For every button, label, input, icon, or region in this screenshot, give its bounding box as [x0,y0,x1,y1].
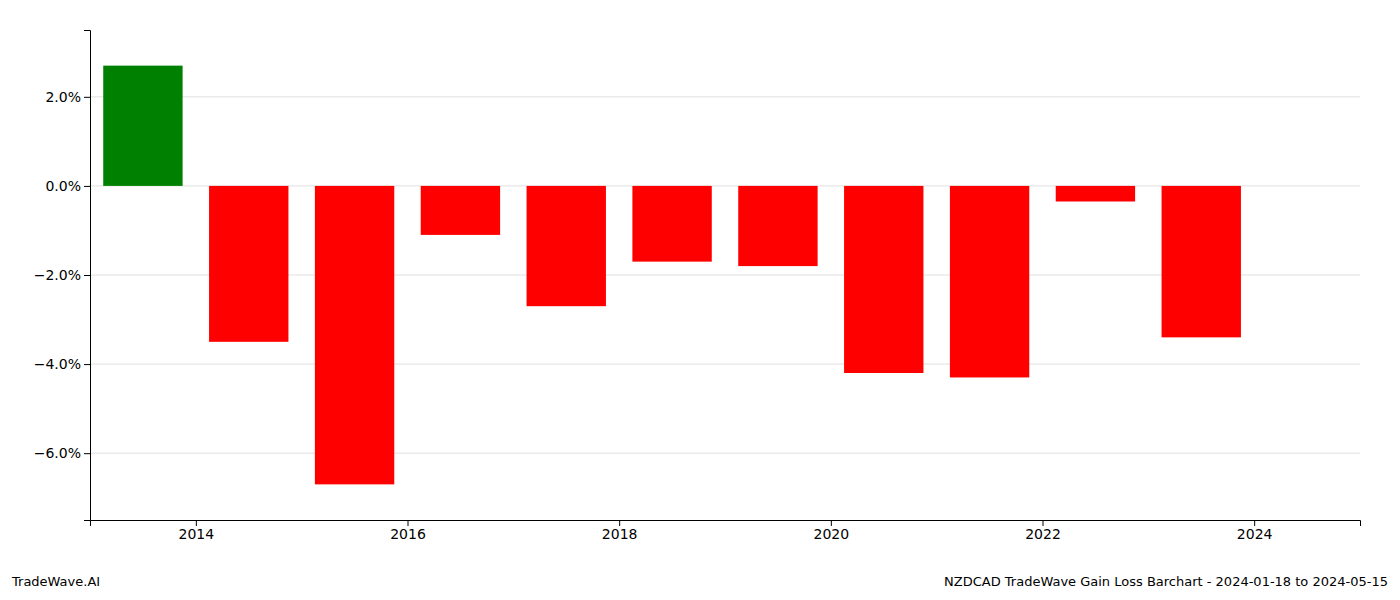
tick: −4.0% [34,356,90,372]
y-axis: 2.0% 0.0% −2.0% −4.0% −6.0% [34,31,91,521]
tick: 2024 [1237,520,1273,542]
bar [1056,186,1135,202]
grid [90,97,1360,453]
bar [527,186,606,306]
tick-label: −6.0% [34,445,81,461]
bar [844,186,923,373]
axis-line [91,521,1361,527]
bar [421,186,500,235]
bar [1162,186,1241,337]
tick: −2.0% [34,267,90,283]
tick-label: −2.0% [34,267,81,283]
tick: 0.0% [45,178,90,194]
grid-line [90,364,1360,365]
tick: 2020 [814,520,850,542]
tick-label: 2.0% [45,89,81,105]
tick-mark [84,186,90,187]
chart: 2.0%0.0%−2.0%−4.0%−6.0%20142016201820202… [0,0,1400,600]
plot-area [103,66,1241,485]
tick-label: 2016 [390,526,426,542]
bar [950,186,1029,378]
tick-mark [84,97,90,98]
bar [315,186,394,484]
tick-label: 0.0% [45,178,81,194]
x-axis: 2014 2016 2018 2020 2022 2024 [91,520,1361,542]
tick-mark [84,275,90,276]
footer-text: TradeWave.AI [11,574,100,589]
tick-label: 2018 [602,526,638,542]
grid-line [90,96,1360,97]
bar [209,186,288,342]
tick: −6.0% [34,445,90,461]
bar [738,186,817,266]
tick-label: 2014 [179,526,215,542]
axis-line [84,31,91,521]
tick: 2.0% [45,89,90,105]
footer-text: NZDCAD TradeWave Gain Loss Barchart - 20… [944,574,1388,589]
tick-label: 2022 [1025,526,1061,542]
tick: 2018 [602,520,638,542]
tick-label: 2024 [1237,526,1273,542]
tick-label: 2020 [814,526,850,542]
bar [632,186,711,262]
tick-mark [84,453,90,454]
grid-line [90,453,1360,454]
tick-label: −4.0% [34,356,81,372]
tick-mark [84,364,90,365]
tick: 2016 [390,520,426,542]
tick: 2022 [1025,520,1061,542]
bar [103,66,182,186]
tick: 2014 [179,520,215,542]
